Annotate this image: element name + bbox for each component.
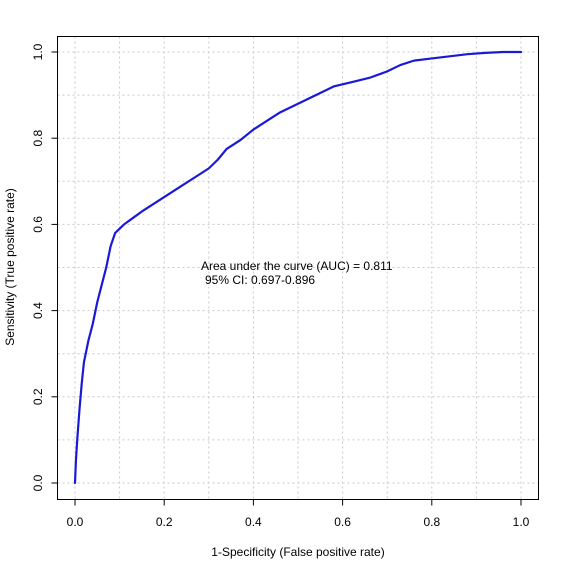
y-tick-label: 0.8 — [31, 130, 45, 147]
x-tick-label: 0.4 — [245, 515, 262, 529]
y-axis-title: Sensitivity (True positive rate) — [3, 188, 17, 346]
axis-ticks — [51, 51, 522, 506]
grid-lines — [57, 36, 539, 500]
x-tick-label: 1.0 — [513, 515, 530, 529]
plot-frame — [57, 36, 539, 500]
roc-curve-line — [73, 50, 523, 485]
x-tick-label: 0.8 — [423, 515, 440, 529]
x-tick-label: 0.0 — [67, 515, 84, 529]
y-tick-label: 0.2 — [31, 388, 45, 405]
ci-annotation: 95% CI: 0.697-0.896 — [205, 273, 315, 287]
x-axis-title: 1-Specificity (False positive rate) — [211, 545, 384, 559]
y-tick-label: 0.4 — [31, 302, 45, 319]
x-tick-label: 0.2 — [156, 515, 173, 529]
y-tick-label: 1.0 — [31, 43, 45, 60]
y-tick-label: 0.0 — [31, 474, 45, 491]
auc-annotation: Area under the curve (AUC) = 0.811 — [201, 259, 393, 273]
tick-labels: 0.0 0.2 0.4 0.6 0.8 1.0 0.0 0.2 0.4 0.6 0.8 1.0 — [31, 43, 530, 529]
y-tick-label: 0.6 — [31, 216, 45, 233]
x-tick-label: 0.6 — [334, 515, 351, 529]
